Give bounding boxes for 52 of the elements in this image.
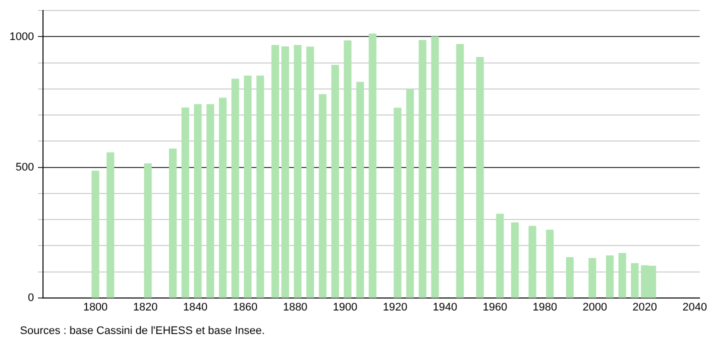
bar: [181, 107, 190, 298]
x-tick-label: 1880: [282, 302, 308, 314]
bar: [281, 46, 290, 298]
y-tick-label: 1000: [10, 30, 34, 43]
x-tick-label: 2000: [582, 302, 608, 314]
x-tick-label: 2040: [682, 302, 707, 314]
bar: [418, 40, 426, 298]
bar: [511, 222, 519, 298]
bar: [206, 104, 214, 298]
bar: [356, 82, 364, 298]
bar: [231, 78, 240, 298]
x-tick-label: 2020: [632, 302, 658, 314]
bar: [394, 108, 402, 298]
bar: [331, 64, 339, 298]
x-tick-label: 1840: [183, 302, 208, 314]
x-tick-label: 1920: [382, 302, 408, 314]
bar: [618, 252, 626, 298]
bar: [306, 46, 314, 298]
bar: [630, 263, 639, 298]
x-tick-label: 1940: [432, 302, 458, 314]
bar: [566, 257, 574, 298]
source-note: Sources : base Cassini de l'EHESS et base Insee.: [20, 325, 265, 337]
bar: [368, 34, 376, 298]
x-tick-label: 1960: [482, 302, 508, 314]
bar: [344, 40, 352, 298]
bar: [606, 255, 614, 298]
bar: [431, 36, 439, 298]
bar: [256, 76, 264, 298]
y-tick-label: 500: [16, 161, 34, 174]
x-tick-label: 1800: [83, 302, 108, 314]
bar: [144, 163, 152, 298]
x-tick-label: 1820: [133, 302, 158, 314]
bar: [106, 152, 114, 298]
x-tick-label: 1860: [233, 302, 258, 314]
x-tick-label: 1980: [532, 302, 558, 314]
bar: [169, 148, 177, 298]
bar: [528, 226, 536, 298]
bar: [218, 98, 227, 298]
x-tick-label: 1900: [332, 302, 358, 314]
bar: [546, 230, 554, 298]
bar: [588, 258, 596, 298]
bar: [476, 57, 484, 298]
y-tick-label: 0: [28, 292, 34, 304]
bar: [456, 44, 464, 298]
bar: [244, 76, 252, 298]
bar: [271, 45, 280, 298]
bar: [92, 170, 100, 298]
bar: [294, 45, 302, 298]
bar: [194, 104, 202, 298]
bar: [318, 94, 326, 298]
bar: [406, 88, 414, 298]
bar: [496, 214, 504, 298]
